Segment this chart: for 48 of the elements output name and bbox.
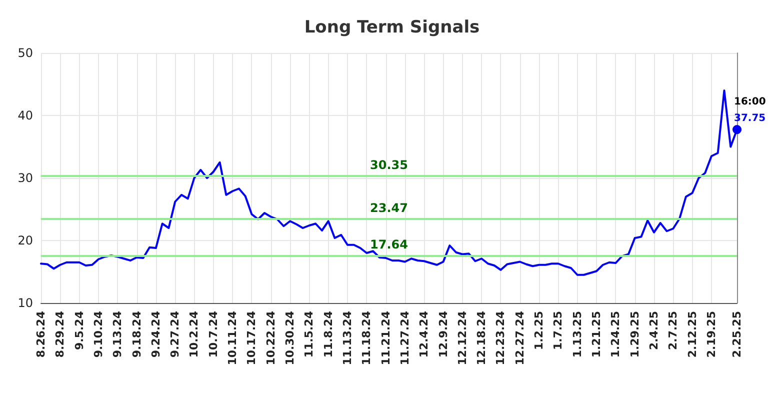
x-tick-label: 11.5.24 bbox=[302, 310, 316, 358]
x-tick-label: 9.18.24 bbox=[130, 310, 144, 358]
x-tick-label: 11.13.24 bbox=[340, 310, 354, 366]
x-tick-label: 1.21.25 bbox=[590, 311, 604, 358]
x-tick-label: 10.11.24 bbox=[226, 310, 240, 366]
x-tick-label: 12.12.24 bbox=[456, 310, 469, 366]
x-tick-label: 2.25.25 bbox=[730, 311, 744, 358]
x-tick-label: 10.22.24 bbox=[264, 310, 278, 366]
x-tick-label: 11.8.24 bbox=[322, 310, 335, 358]
x-tick-label: 8.29.24 bbox=[54, 310, 67, 358]
data-label: 37.75 bbox=[734, 113, 766, 124]
x-tick-label: 11.21.24 bbox=[379, 310, 392, 366]
x-tick-label: 1.13.25 bbox=[570, 311, 584, 358]
x-tick-label: 12.9.24 bbox=[436, 310, 450, 358]
x-tick-label: 12.23.24 bbox=[494, 310, 508, 366]
ref-line-label: 17.64 bbox=[370, 237, 408, 252]
y-tick-label: 20 bbox=[18, 234, 33, 248]
x-tick-label: 11.18.24 bbox=[360, 310, 374, 366]
y-tick-label: 50 bbox=[18, 46, 33, 60]
x-tick-label: 10.7.24 bbox=[206, 310, 220, 358]
x-tick-label: 2.7.25 bbox=[666, 311, 680, 350]
x-tick-label: 10.30.24 bbox=[284, 310, 297, 366]
x-tick-label: 9.5.24 bbox=[72, 310, 86, 350]
y-tick-label: 10 bbox=[18, 296, 33, 310]
x-tick-label: 8.26.24 bbox=[34, 310, 48, 358]
x-tick-label: 9.27.24 bbox=[168, 310, 182, 358]
x-tick-label: 9.24.24 bbox=[149, 310, 162, 358]
x-tick-label: 9.10.24 bbox=[92, 310, 105, 358]
annotation: 16:00 bbox=[734, 96, 766, 108]
x-tick-label: 1.7.25 bbox=[552, 311, 565, 350]
y-tick-label: 40 bbox=[18, 108, 33, 122]
chart-title: Long Term Signals bbox=[304, 18, 480, 38]
x-tick-label: 12.18.24 bbox=[475, 310, 488, 366]
x-tick-label: 1.24.25 bbox=[609, 311, 622, 358]
ref-line-label: 30.35 bbox=[370, 158, 408, 172]
x-tick-label: 10.17.24 bbox=[245, 310, 258, 366]
x-tick-label: 2.12.25 bbox=[686, 311, 699, 358]
x-tick-label: 12.27.24 bbox=[513, 310, 526, 366]
x-tick-label: 12.4.24 bbox=[418, 310, 431, 358]
x-tick-label: 2.19.25 bbox=[704, 311, 718, 358]
x-tick-label: 11.27.24 bbox=[398, 310, 412, 366]
x-tick-label: 9.13.24 bbox=[111, 310, 124, 358]
x-tick-label: 2.4.25 bbox=[647, 311, 660, 350]
x-tick-label: 10.2.24 bbox=[188, 310, 201, 358]
ref-line-label: 23.47 bbox=[370, 200, 408, 215]
x-tick-label: 1.29.25 bbox=[628, 311, 642, 358]
y-tick-label: 30 bbox=[18, 171, 33, 185]
x-tick-label: 1.2.25 bbox=[532, 311, 546, 350]
